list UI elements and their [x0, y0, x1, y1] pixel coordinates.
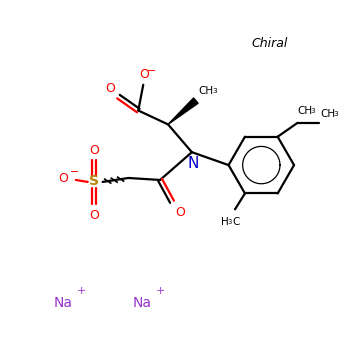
- Text: $_3$: $_3$: [310, 106, 317, 116]
- Text: $_3$: $_3$: [212, 86, 218, 96]
- Text: H: H: [221, 217, 229, 227]
- Text: O: O: [90, 209, 100, 222]
- Text: N: N: [187, 156, 198, 171]
- Text: +: +: [77, 286, 86, 296]
- Text: $_3$: $_3$: [333, 109, 340, 119]
- Text: O: O: [58, 173, 68, 186]
- Text: CH: CH: [320, 109, 335, 119]
- Text: Na: Na: [133, 296, 152, 310]
- Text: −: −: [147, 66, 156, 76]
- Text: O: O: [106, 82, 116, 95]
- Text: CH: CH: [298, 106, 313, 116]
- Text: −: −: [70, 167, 79, 177]
- Text: Na: Na: [54, 296, 72, 310]
- Text: C: C: [232, 217, 239, 227]
- Text: O: O: [139, 68, 149, 81]
- Polygon shape: [168, 98, 198, 124]
- Text: CH: CH: [199, 86, 214, 96]
- Text: $_3$: $_3$: [227, 217, 233, 227]
- Text: Chiral: Chiral: [251, 36, 287, 50]
- Text: O: O: [90, 144, 100, 157]
- Text: S: S: [89, 174, 99, 188]
- Text: O: O: [175, 206, 185, 219]
- Text: +: +: [156, 286, 166, 296]
